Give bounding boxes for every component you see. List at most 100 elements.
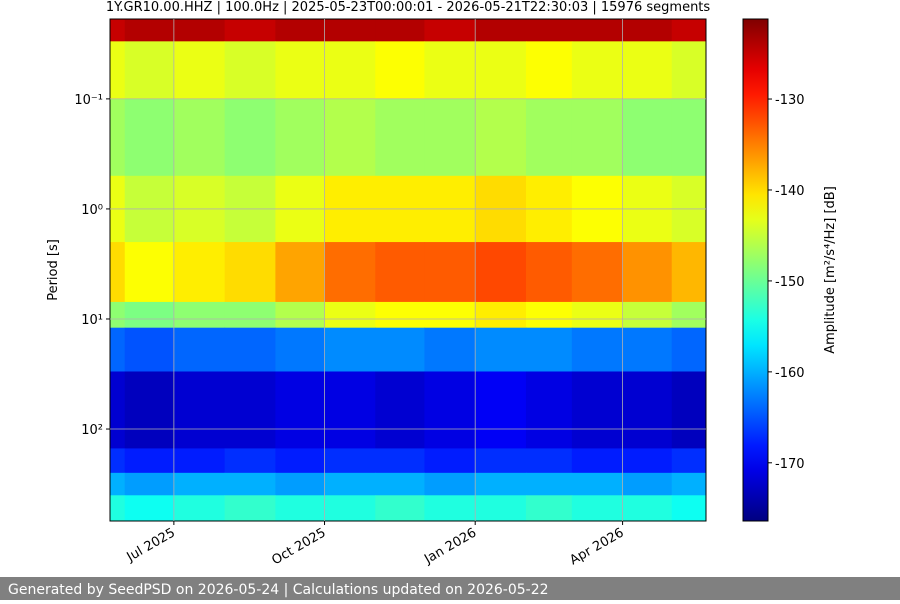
cell bbox=[224, 472, 276, 496]
cell bbox=[124, 301, 175, 329]
y-axis-label: Period [s] bbox=[46, 239, 61, 301]
cell bbox=[424, 41, 476, 100]
cell bbox=[324, 19, 376, 42]
cell bbox=[173, 371, 226, 449]
cell bbox=[571, 98, 624, 177]
cell bbox=[173, 98, 226, 177]
cell bbox=[110, 301, 126, 329]
cell bbox=[571, 371, 624, 449]
cell bbox=[224, 371, 276, 449]
cell bbox=[525, 19, 573, 42]
cell bbox=[622, 472, 673, 496]
cell bbox=[275, 448, 326, 474]
cell bbox=[622, 327, 673, 372]
x-tick-label: Apr 2026 bbox=[567, 525, 626, 568]
cell bbox=[571, 472, 624, 496]
cell bbox=[424, 19, 476, 42]
cell bbox=[475, 448, 527, 474]
cell bbox=[375, 301, 425, 329]
x-tick-label: Oct 2025 bbox=[269, 525, 328, 568]
cell bbox=[424, 472, 476, 496]
cell bbox=[224, 327, 276, 372]
cell bbox=[110, 19, 126, 42]
x-tick-label: Jan 2026 bbox=[421, 525, 479, 567]
cell bbox=[275, 327, 326, 372]
cell bbox=[275, 41, 326, 100]
cell bbox=[375, 495, 425, 522]
cell bbox=[622, 19, 673, 42]
cell bbox=[275, 98, 326, 177]
cell bbox=[475, 242, 527, 303]
cell bbox=[173, 19, 226, 42]
cell bbox=[475, 371, 527, 449]
cell bbox=[375, 41, 425, 100]
cell bbox=[622, 98, 673, 177]
cell bbox=[525, 327, 573, 372]
cell bbox=[622, 448, 673, 474]
cell bbox=[571, 19, 624, 42]
cell bbox=[110, 242, 126, 303]
y-tick-label: 10² bbox=[81, 423, 103, 438]
cell bbox=[475, 41, 527, 100]
cell bbox=[424, 98, 476, 177]
cell bbox=[475, 301, 527, 329]
cell bbox=[275, 371, 326, 449]
cell bbox=[671, 19, 707, 42]
cell bbox=[324, 41, 376, 100]
cell bbox=[671, 301, 707, 329]
cell bbox=[375, 448, 425, 474]
cell bbox=[571, 301, 624, 329]
cell bbox=[622, 495, 673, 522]
cell bbox=[571, 242, 624, 303]
cell bbox=[525, 301, 573, 329]
cell bbox=[224, 301, 276, 329]
cell bbox=[275, 495, 326, 522]
cell bbox=[275, 472, 326, 496]
cell bbox=[671, 448, 707, 474]
cell bbox=[110, 98, 126, 177]
cell bbox=[275, 19, 326, 42]
x-tick-label: Jul 2025 bbox=[124, 525, 178, 565]
cell bbox=[324, 301, 376, 329]
y-tick-label: 10⁻¹ bbox=[74, 93, 103, 108]
cell bbox=[173, 495, 226, 522]
colorbar-tick-label: -150 bbox=[775, 275, 805, 290]
heatmap bbox=[110, 19, 707, 522]
cell bbox=[110, 371, 126, 449]
cell bbox=[671, 98, 707, 177]
cell bbox=[671, 495, 707, 522]
cell bbox=[671, 327, 707, 372]
cell bbox=[224, 98, 276, 177]
cell bbox=[525, 371, 573, 449]
cell bbox=[173, 41, 226, 100]
cell bbox=[124, 327, 175, 372]
cell bbox=[224, 495, 276, 522]
colorbar-tick-label: -160 bbox=[775, 366, 805, 381]
cell bbox=[124, 41, 175, 100]
cell bbox=[671, 472, 707, 496]
cell bbox=[475, 327, 527, 372]
cell bbox=[475, 98, 527, 177]
cell bbox=[571, 327, 624, 372]
colorbar bbox=[742, 18, 769, 522]
cell bbox=[224, 41, 276, 100]
cell bbox=[525, 242, 573, 303]
cell bbox=[124, 495, 175, 522]
cell bbox=[424, 448, 476, 474]
cell bbox=[124, 98, 175, 177]
cell bbox=[671, 371, 707, 449]
cell bbox=[571, 448, 624, 474]
cell bbox=[375, 327, 425, 372]
cell bbox=[324, 98, 376, 177]
colorbar-tick-label: -130 bbox=[775, 93, 805, 108]
cell bbox=[173, 242, 226, 303]
cell bbox=[525, 41, 573, 100]
cell bbox=[525, 98, 573, 177]
cell bbox=[324, 472, 376, 496]
cell bbox=[622, 301, 673, 329]
plot-frame bbox=[109, 18, 707, 522]
cell bbox=[110, 41, 126, 100]
cell bbox=[671, 242, 707, 303]
cell bbox=[110, 448, 126, 474]
